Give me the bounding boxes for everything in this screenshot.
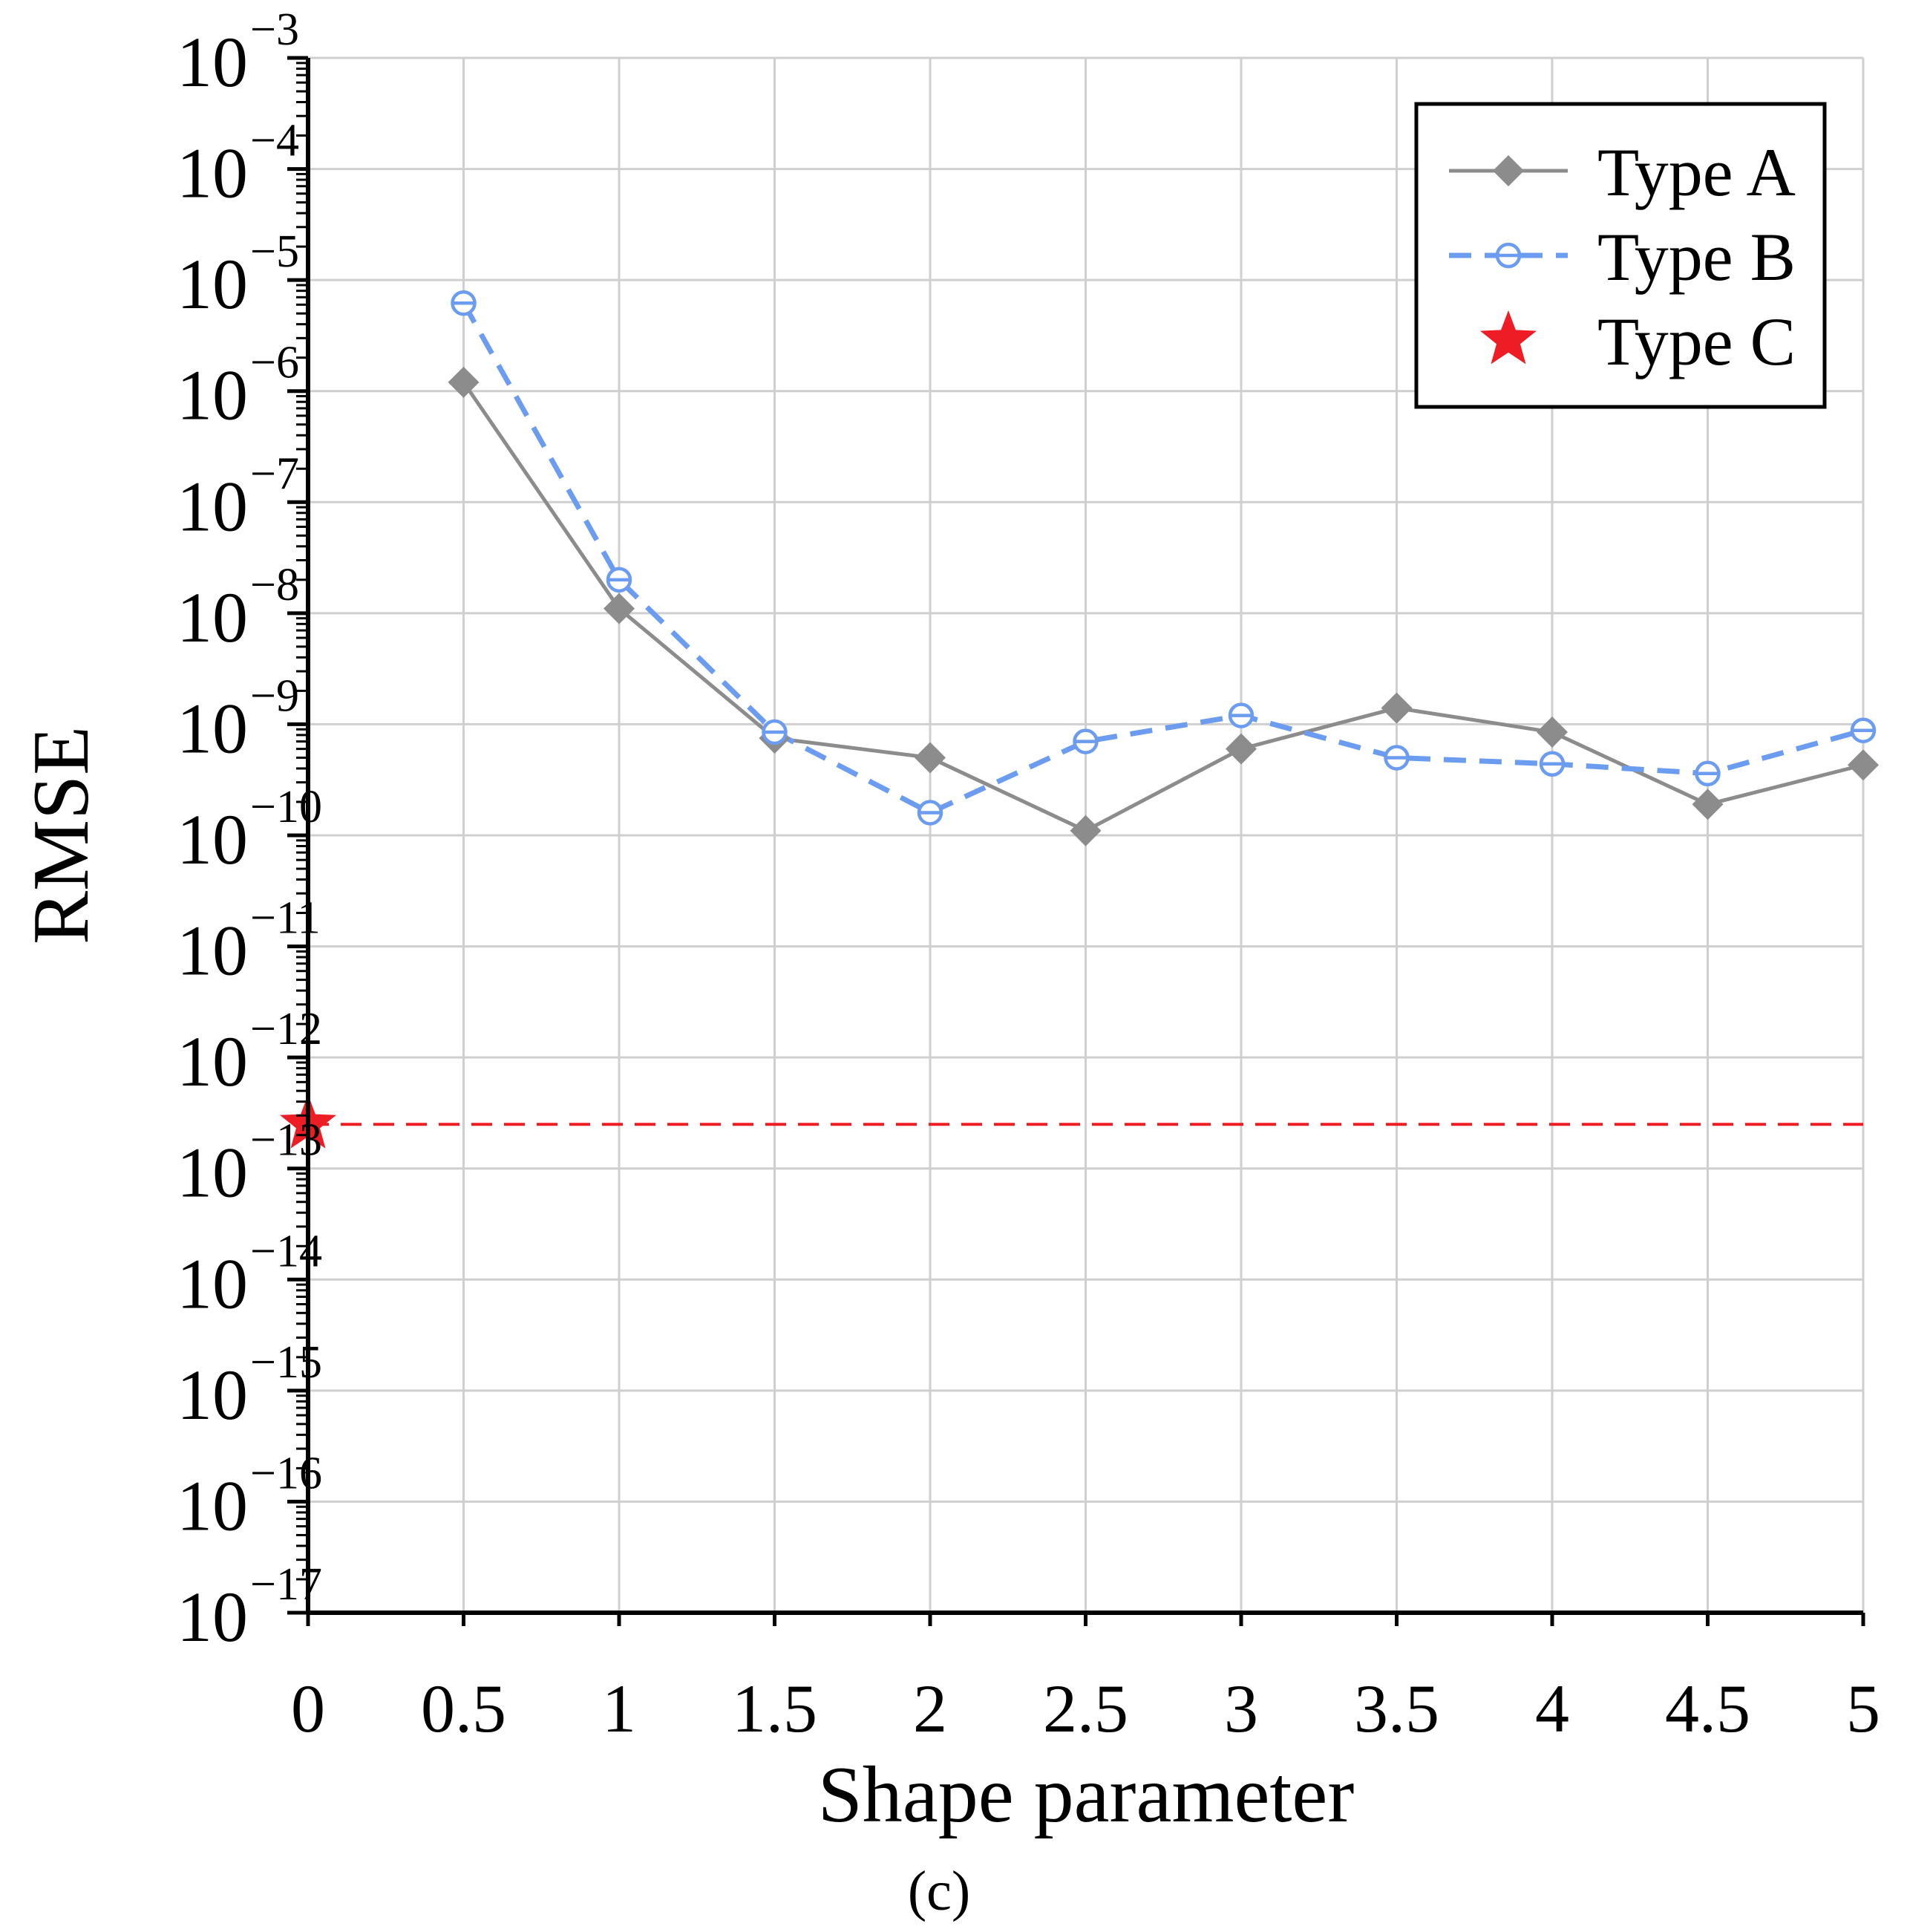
type-b-point: [762, 719, 788, 745]
legend-box: [1414, 102, 1827, 409]
y-tick-exponent: −8: [250, 560, 299, 610]
legend: Type A Type B Type C: [1414, 102, 1827, 409]
type-b-point: [917, 800, 943, 826]
legend-type-c-marker: [1480, 310, 1537, 365]
legend-label: Type A: [1597, 134, 1796, 210]
y-tick-exponent: −10: [250, 782, 322, 832]
y-tick-exponent: −17: [250, 1559, 322, 1610]
legend-type-a-marker: [1493, 155, 1524, 186]
legend-type-b-marker: [1495, 242, 1522, 269]
x-tick-label: 0.5: [421, 1671, 506, 1746]
y-tick-exponent: −4: [250, 116, 299, 166]
type-b-point: [1073, 728, 1099, 754]
y-tick-exponent: −15: [250, 1337, 322, 1388]
type-b-line: [461, 301, 1864, 816]
y-tick-exponent: −9: [250, 670, 299, 721]
type-b-point: [1539, 751, 1566, 777]
x-tick-label: 1: [602, 1671, 636, 1746]
y-tick-exponent: −14: [250, 1226, 322, 1276]
type-a-point: [915, 742, 946, 774]
y-tick-label: 10: [177, 911, 248, 991]
legend-label: Type B: [1597, 219, 1796, 295]
y-tick-exponent: −7: [250, 448, 299, 499]
y-tick-label: 10: [177, 134, 248, 213]
y-tick-label: 10: [177, 688, 248, 768]
type-b-point: [451, 290, 477, 316]
x-axis-title: Shape parameter: [818, 1751, 1355, 1839]
x-tick-label: 4: [1535, 1671, 1569, 1746]
x-tick-label: 5: [1846, 1671, 1880, 1746]
y-tick-label: 10: [177, 800, 248, 879]
y-tick-label: 10: [177, 1244, 248, 1323]
type-a-point: [1381, 692, 1413, 724]
type-a-point: [603, 593, 635, 624]
x-tick-label: 2.5: [1043, 1671, 1128, 1746]
x-tick-label: 3.5: [1354, 1671, 1439, 1746]
y-tick-label: 10: [177, 1577, 248, 1657]
y-tick-label: 10: [177, 22, 248, 102]
type-b-point: [1850, 717, 1877, 743]
type-a-line: [462, 381, 1864, 833]
y-tick-label: 10: [177, 356, 248, 435]
type-b-point: [1384, 745, 1410, 771]
type-a-point: [1226, 733, 1257, 765]
x-tick-label: 3: [1224, 1671, 1258, 1746]
x-tick-label: 1.5: [732, 1671, 817, 1746]
y-tick-label: 10: [177, 1022, 248, 1101]
y-tick-exponent: −11: [250, 893, 321, 944]
y-tick-label: 10: [177, 1355, 248, 1435]
y-axis-title: RMSE: [17, 726, 105, 944]
y-tick-label: 10: [177, 466, 248, 546]
type-a-point: [448, 366, 480, 398]
figure-caption: (c): [908, 1860, 970, 1922]
x-tick-label: 4.5: [1665, 1671, 1750, 1746]
y-tick-label: 10: [177, 1466, 248, 1545]
type-a-point: [1848, 749, 1879, 781]
legend-label: Type C: [1597, 304, 1796, 379]
y-tick-label: 10: [177, 578, 248, 657]
type-a-point: [1537, 716, 1568, 748]
series-layer: [280, 290, 1879, 1149]
labels: 0 0.5 1 1.5 2 2.5 3 3.5 4 4.5 510−310−410−510 −610−…: [17, 4, 1880, 1922]
type-a-point: [1692, 789, 1724, 820]
type-b-point: [1228, 702, 1255, 728]
x-tick-label: 0: [291, 1671, 325, 1746]
axes: [287, 56, 1865, 1626]
y-tick-exponent: −12: [250, 1004, 322, 1054]
y-tick-exponent: −13: [250, 1115, 322, 1166]
y-tick-label: 10: [177, 244, 248, 324]
y-tick-label: 10: [177, 1133, 248, 1213]
y-tick-exponent: −5: [250, 226, 299, 277]
y-tick-exponent: −6: [250, 338, 299, 388]
type-a-point: [1070, 815, 1102, 846]
y-tick-exponent: −3: [250, 4, 299, 55]
y-tick-exponent: −16: [250, 1448, 322, 1498]
x-tick-label: 2: [913, 1671, 947, 1746]
type-b-point: [606, 567, 632, 593]
type-b-point: [1695, 760, 1721, 787]
